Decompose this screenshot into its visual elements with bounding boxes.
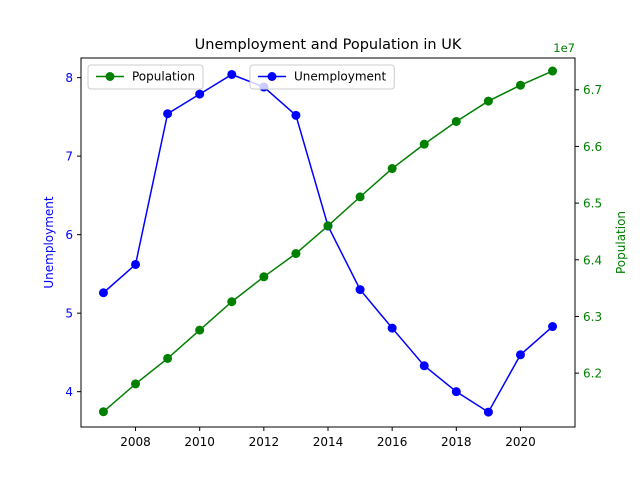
- y-right-tick-label: 6.7: [583, 83, 602, 97]
- y-right-tick-label: 6.5: [583, 197, 602, 211]
- population-data-point: [259, 272, 269, 282]
- population-data-point: [323, 221, 333, 231]
- population-data-point: [548, 66, 558, 76]
- unemployment-data-point: [227, 69, 237, 79]
- unemployment-data-point: [548, 322, 558, 332]
- unemployment-data-point: [451, 387, 461, 397]
- y-left-tick-label: 5: [65, 307, 73, 321]
- legend-box: [87, 64, 204, 90]
- unemployment-data-point: [98, 288, 108, 298]
- population-data-point: [355, 192, 365, 202]
- population-data-point: [98, 407, 108, 417]
- population-data-point: [451, 116, 461, 126]
- unemployment-data-point: [291, 110, 301, 120]
- population-data-point: [131, 379, 141, 389]
- y-right-tick-label: 6.2: [583, 367, 602, 381]
- x-tick-label: 2018: [441, 435, 472, 449]
- x-tick-label: 2014: [313, 435, 344, 449]
- y-axis-right: 6.2 6.3 6.4 6.5 6.6 6.7: [575, 83, 602, 381]
- legend-unemployment: Unemployment: [249, 64, 395, 90]
- unemployment-data-point: [515, 350, 525, 360]
- legend-marker-swatch: [267, 72, 277, 81]
- y-right-tick-label: 6.6: [583, 140, 602, 154]
- x-axis: 2008 2010 2012 2014 2016 2018 2020: [120, 427, 536, 449]
- population-data-point: [163, 353, 173, 363]
- unemployment-data-point: [131, 259, 141, 269]
- legend-label: Population: [132, 70, 195, 84]
- y-axis-right-offset-text: 1e7: [553, 41, 575, 55]
- y-left-tick-label: 8: [65, 71, 73, 85]
- population-data-point: [387, 164, 397, 174]
- y-left-tick-label: 4: [65, 385, 73, 399]
- legend-marker-swatch: [105, 72, 115, 81]
- y-right-tick-label: 6.3: [583, 310, 602, 324]
- y-axis-left-label: Unemployment: [42, 196, 56, 289]
- x-tick-label: 2008: [120, 435, 151, 449]
- unemployment-data-point: [419, 361, 429, 371]
- x-tick-label: 2012: [249, 435, 280, 449]
- unemployment-data-point: [195, 89, 205, 99]
- legend-label: Unemployment: [294, 70, 387, 84]
- unemployment-data-point: [483, 407, 493, 417]
- population-data-point: [419, 139, 429, 149]
- legend-layer: Unemployment Population: [87, 64, 395, 90]
- y-right-tick-label: 6.4: [583, 253, 602, 267]
- population-data-point: [227, 297, 237, 307]
- unemployment-data-point: [387, 323, 397, 333]
- x-tick-label: 2010: [184, 435, 215, 449]
- population-data-point: [515, 80, 525, 90]
- y-axis-right-label: Population: [614, 211, 628, 274]
- y-left-tick-label: 6: [65, 228, 73, 242]
- population-data-point: [483, 96, 493, 106]
- x-tick-label: 2020: [505, 435, 536, 449]
- legend-population: Population: [87, 64, 204, 90]
- population-data-point: [195, 325, 205, 335]
- unemployment-data-point: [163, 109, 173, 119]
- legend-box: [249, 64, 395, 90]
- chart-title: Unemployment and Population in UK: [195, 37, 462, 53]
- population-data-point: [291, 249, 301, 259]
- unemployment-data-point: [355, 285, 365, 295]
- x-tick-label: 2016: [377, 435, 408, 449]
- y-left-tick-label: 7: [65, 150, 73, 164]
- y-axis-left: 4 5 6 7 8: [65, 71, 81, 399]
